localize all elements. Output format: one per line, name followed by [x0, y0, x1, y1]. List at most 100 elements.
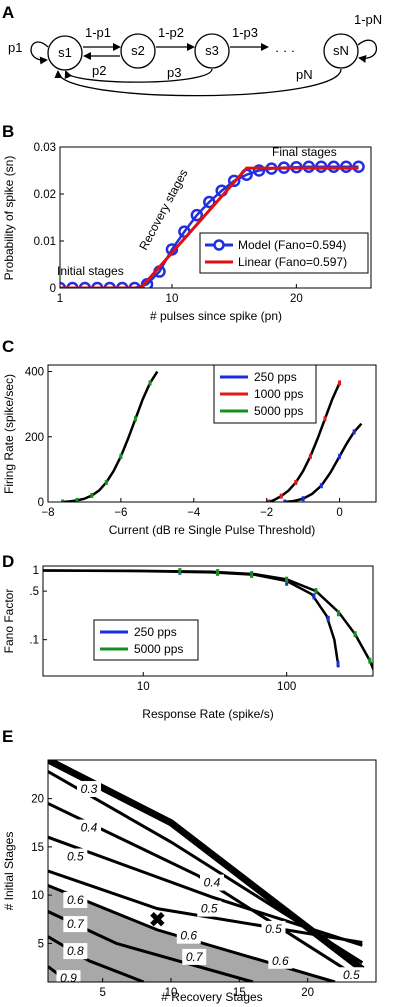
contour-label: 0.6: [268, 952, 293, 969]
panel-b: B 1 10 20 0 0.01 0.02 0.03 # pulses since spik…: [2, 122, 372, 323]
axes-frame: [59, 146, 372, 289]
contour-label-bg: [63, 943, 88, 960]
legend-model-label: Model (Fano=0.594): [238, 238, 346, 252]
y-tick-label: .1: [29, 635, 39, 647]
fit-line-5000-pps: [62, 370, 159, 502]
x-tick-label: 20: [301, 987, 314, 999]
model-point: [252, 164, 266, 177]
y-tick-label: 0.02: [34, 189, 56, 201]
panel-e: E 0.30.40.50.60.70.80.90.40.50.60.70.50.…: [2, 727, 377, 1004]
panel-c-ylabel: Firing Rate (spike/sec): [2, 374, 16, 494]
contour-label: 0.7: [63, 916, 88, 933]
axes-frame: [47, 759, 377, 983]
contour-label-bg: [182, 948, 207, 965]
contour-label-text: 0.6: [67, 893, 84, 907]
model-point: [91, 281, 104, 288]
axes-frame: [42, 565, 374, 677]
back-label-p3: p3: [167, 65, 181, 80]
panel-letter-b: B: [2, 122, 14, 141]
panel-d-plot-area: [43, 568, 373, 672]
contour-label-bg: [339, 967, 364, 982]
x-tick-label: −2: [260, 507, 273, 519]
panel-b-xlabel: # pulses since spike (pn): [150, 309, 282, 323]
contour-label: 0.5: [63, 848, 88, 865]
state-sn: sN: [323, 33, 359, 69]
legend-d-5000-label: 5000 pps: [134, 642, 183, 656]
panel-d-axes: 10 100 .1 .5 1: [29, 565, 374, 693]
x-tick-label: 100: [277, 681, 296, 693]
contour-label: 0.4: [200, 874, 224, 891]
contour-label: 0.6: [63, 891, 88, 908]
panel-c-legend: 250 pps 1000 pps 5000 pps: [213, 364, 317, 424]
state-sn-label: sN: [333, 43, 349, 58]
contour-label: 0.5: [261, 920, 286, 937]
panel-c-xlabel: Current (dB re Single Pulse Threshold): [109, 523, 316, 537]
axes-frame: [47, 364, 377, 503]
panel-e-axes: 5 10 15 20 5 10 15 20: [31, 759, 377, 999]
panel-c-plot-area: [61, 370, 363, 502]
x-tick-label: 10: [137, 681, 150, 693]
x-tick-label: −6: [114, 507, 127, 519]
contour-label-bg: [268, 952, 293, 969]
legend-model-marker: [213, 239, 225, 251]
arrow-s3-s1: [64, 68, 213, 83]
panel-d-legend: 250 pps 5000 pps: [93, 619, 199, 661]
panel-c-axes: −8 −6 −4 −2 0 0 200 400: [25, 364, 377, 519]
y-tick-label: 5: [38, 938, 44, 950]
contour-label-text: 0.6: [180, 929, 197, 943]
x-tick-label: 1: [57, 293, 63, 305]
state-s2: s2: [120, 33, 156, 69]
contour-label-text: 0.7: [186, 950, 204, 964]
self-loop-label-p1: p1: [8, 40, 22, 55]
self-loop-label-pn: 1-pN: [354, 12, 382, 27]
panel-e-xlabel: # Recovery Stages: [161, 990, 262, 1004]
fit-line-250-pps: [284, 422, 363, 502]
contour-label: 0.7: [182, 948, 207, 965]
contour-label: 0.5: [339, 967, 364, 982]
contour-label-text: 0.5: [67, 850, 84, 864]
y-tick-label: 1: [33, 565, 39, 577]
contour-label-bg: [77, 819, 101, 836]
contour-label-text: 0.4: [204, 876, 221, 890]
panel-a: A s1 s2 s3 sN · · · p1 1-pN 1-p1 1-p2 1-…: [2, 3, 382, 97]
x-tick-label: −4: [187, 507, 201, 519]
contour-label-bg: [200, 874, 224, 891]
boundary-band: [48, 760, 365, 973]
legend-c-1000-label: 1000 pps: [254, 387, 303, 401]
contour-label-bg: [261, 920, 286, 937]
contour-label-text: 0.9: [60, 971, 77, 985]
state-s2-label: s2: [131, 43, 145, 58]
contour-label: 0.9: [56, 970, 81, 985]
panel-b-legend: Model (Fano=0.594) Linear (Fano=0.597): [199, 232, 369, 274]
panel-c: C −8 −6 −4 −2 0 0 200 400 Current (dB re Single…: [2, 337, 377, 537]
x-marker: ✖: [149, 909, 166, 931]
self-loop-s1: [30, 41, 49, 65]
ellipsis: · · ·: [275, 43, 295, 58]
contour-label: 0.3: [77, 780, 101, 797]
contour-label-text: 0.8: [67, 944, 84, 958]
legend-c-5000-label: 5000 pps: [254, 404, 303, 418]
forward-label-1: 1-p1: [85, 25, 111, 40]
y-tick-label: 0: [50, 283, 56, 295]
panel-letter-d: D: [2, 552, 14, 571]
annotation-final-stages: Final stages: [272, 145, 337, 159]
y-tick-label: 0.01: [34, 236, 56, 248]
panel-b-plot-area: [60, 160, 365, 288]
annotation-initial-stages: Initial stages: [57, 264, 124, 278]
x-tick-label: 10: [166, 293, 179, 305]
contour-line: [48, 869, 363, 944]
contour-label: 0.6: [176, 927, 201, 944]
contour-label-bg: [56, 970, 81, 982]
arrow-sn-s1: [54, 68, 342, 97]
panel-b-axes: 1 10 20 0 0.01 0.02 0.03: [34, 142, 372, 305]
legend-linear-label: Linear (Fano=0.597): [238, 255, 347, 269]
shaded-region: [48, 885, 335, 982]
x-tick-label: −8: [41, 507, 54, 519]
fit-line-1000-pps: [268, 382, 341, 502]
x-tick-label: 0: [336, 507, 342, 519]
model-point: [227, 174, 241, 188]
contour-label: 0.5: [197, 900, 222, 917]
x-tick-label: 5: [99, 987, 105, 999]
state-s1-label: s1: [58, 45, 72, 60]
model-point: [66, 281, 79, 288]
